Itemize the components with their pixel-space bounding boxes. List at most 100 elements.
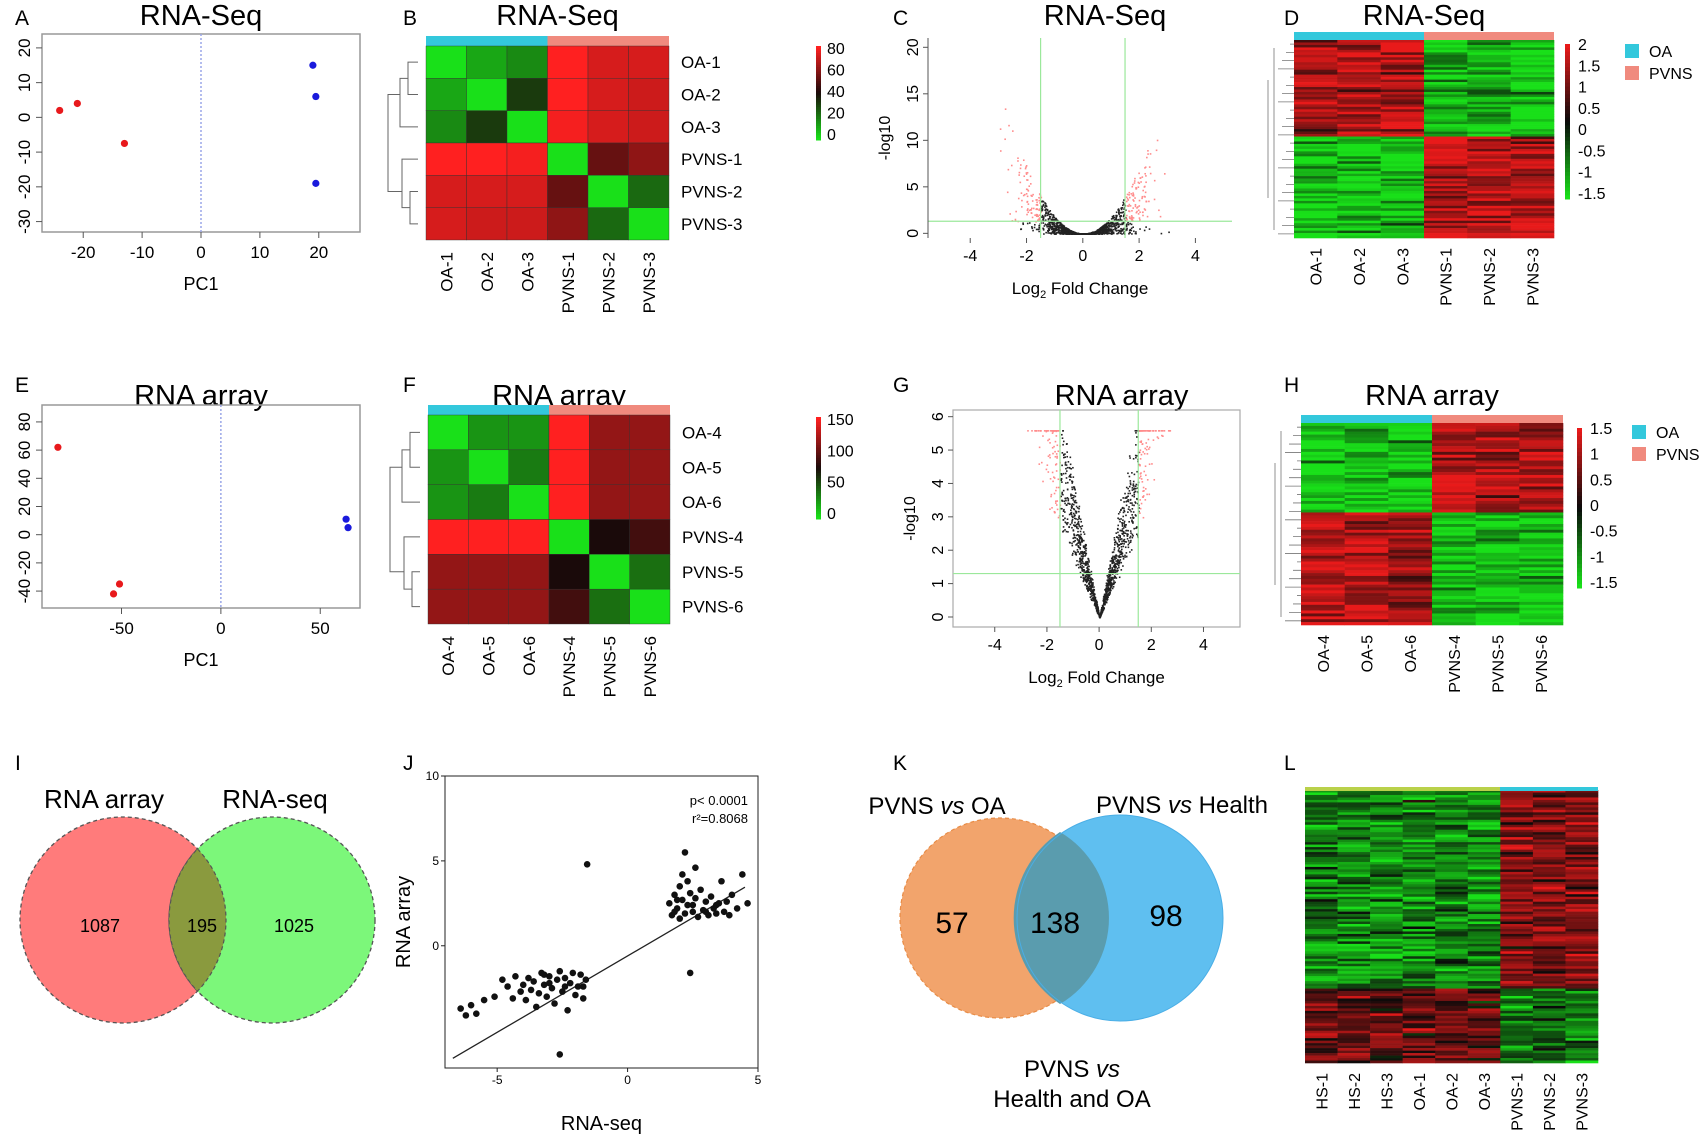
heatmap-cell — [1467, 799, 1501, 803]
heatmap-cell — [1402, 1008, 1436, 1012]
colorbar-segment — [1565, 59, 1570, 64]
heatmap-cell — [1435, 861, 1469, 865]
data-point — [1079, 530, 1082, 533]
data-point — [1053, 232, 1056, 235]
heatmap-cell — [1337, 146, 1381, 150]
heatmap-cell — [1305, 936, 1338, 940]
data-point — [1084, 555, 1086, 557]
data-point — [1123, 214, 1125, 217]
data-point — [1080, 562, 1083, 564]
heatmap-cell — [1510, 143, 1555, 147]
heatmap-cell — [1467, 797, 1501, 801]
heatmap-cell — [1388, 474, 1433, 479]
heatmap-cell — [1432, 567, 1476, 571]
heatmap-cell — [1500, 802, 1534, 806]
data-point — [1079, 544, 1082, 546]
data-point — [1086, 587, 1088, 590]
heatmap-cell — [1467, 153, 1511, 157]
heatmap-cell — [1294, 69, 1338, 73]
significant-point — [1057, 450, 1060, 453]
data-point — [1123, 203, 1125, 205]
heatmap-cell — [1301, 425, 1345, 430]
heatmap-cell — [1301, 532, 1345, 536]
heatmap-cell — [1424, 64, 1468, 68]
heatmap-cell — [1337, 82, 1381, 85]
heatmap-cell — [1370, 1008, 1403, 1012]
heatmap-cell — [1337, 223, 1381, 226]
data-point — [1071, 516, 1074, 519]
data-point — [1058, 221, 1061, 224]
data-point — [1049, 217, 1051, 220]
data-point — [1103, 595, 1105, 598]
heatmap-cell — [1424, 119, 1468, 122]
heatmap-cell — [1435, 894, 1469, 898]
column-label: PVNS-4 — [560, 636, 579, 697]
heatmap-cell — [1337, 1015, 1371, 1019]
heatmap-cell — [1337, 951, 1371, 955]
heatmap-cell — [1344, 596, 1389, 600]
heatmap-cell — [1370, 874, 1403, 878]
heatmap-cell — [1565, 874, 1599, 878]
data-point — [1022, 222, 1024, 225]
heatmap-cell — [1532, 1018, 1566, 1022]
heatmap-cell — [1432, 558, 1476, 562]
panel-letter-G: G — [893, 374, 909, 397]
heatmap-cell — [1305, 998, 1338, 1002]
data-point — [1078, 539, 1080, 542]
data-point — [1135, 232, 1137, 235]
data-point — [1078, 232, 1080, 235]
significant-point — [1144, 209, 1147, 211]
heatmap-cell — [1565, 827, 1599, 831]
significant-point — [1133, 182, 1136, 184]
heatmap-cell — [1380, 134, 1425, 137]
heatmap-cell — [1370, 794, 1403, 798]
heatmap-cell — [1337, 148, 1381, 152]
heatmap-cell — [1305, 854, 1338, 858]
group-bar-pvns — [549, 405, 670, 415]
heatmap-cell — [628, 45, 670, 79]
data-point — [1048, 225, 1050, 228]
heatmap-cell — [1388, 584, 1433, 588]
heatmap-cell — [1519, 535, 1564, 539]
data-point — [1053, 233, 1056, 235]
data-point — [1106, 587, 1108, 590]
data-point — [1082, 233, 1085, 235]
data-point — [1087, 570, 1090, 573]
heatmap-cell — [1475, 480, 1520, 484]
colorbar-segment — [1565, 44, 1570, 49]
data-point — [1111, 230, 1113, 232]
heatmap-cell — [1500, 966, 1534, 969]
data-point — [1125, 224, 1128, 227]
heatmap-cell — [1532, 1010, 1566, 1014]
heatmap-cell — [1402, 794, 1436, 798]
heatmap-cell — [1337, 52, 1381, 56]
significant-point — [1026, 179, 1029, 181]
heatmap-cell — [1510, 59, 1555, 63]
significant-point — [1053, 476, 1055, 478]
heatmap-cell — [1424, 171, 1468, 174]
heatmap-cell — [1337, 914, 1371, 917]
heatmap-cell — [1301, 538, 1345, 542]
heatmap-cell — [1344, 474, 1389, 479]
data-point — [1081, 233, 1084, 235]
data-point — [1072, 499, 1075, 501]
heatmap-cell — [425, 45, 467, 79]
data-point — [1073, 534, 1076, 536]
heatmap-cell — [1467, 186, 1511, 189]
significant-point — [1139, 449, 1142, 451]
data-point — [1120, 529, 1122, 532]
data-point — [1111, 551, 1114, 554]
heatmap-cell — [1510, 153, 1555, 157]
significant-point — [1056, 457, 1058, 459]
heatmap-cell — [1370, 1018, 1403, 1022]
heatmap-cell — [1565, 966, 1599, 969]
heatmap-cell — [1532, 896, 1566, 900]
column-label: OA-1 — [437, 252, 456, 292]
dendrogram — [389, 431, 420, 608]
data-point — [1090, 595, 1093, 597]
heatmap-cell — [1467, 64, 1511, 68]
data-point — [1079, 546, 1081, 549]
heatmap-cell — [1370, 919, 1403, 922]
heatmap-cell — [1510, 124, 1555, 127]
heatmap-cell — [1500, 933, 1534, 937]
